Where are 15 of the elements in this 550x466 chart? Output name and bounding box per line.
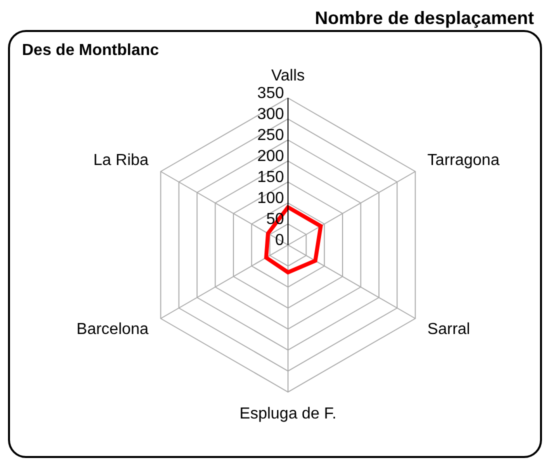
y-tick-label: 100 [257,190,284,207]
spoke-label: Barcelona [76,321,149,338]
y-tick-label: 150 [257,169,284,186]
chart-subtitle: Nombre de desplaçament [314,8,534,29]
spoke-label: Sarral [427,321,470,338]
spoke-label: La Riba [93,152,149,169]
y-tick-label: 0 [275,232,284,249]
spoke-label: Espluga de F. [240,406,336,422]
spoke-label: Valls [271,68,305,84]
y-tick-label: 250 [257,127,284,144]
chart-title: Des de Montblanc [22,42,159,60]
y-tick-label: 200 [257,148,284,165]
y-tick-label: 300 [257,106,284,123]
spoke-label: Tarragona [427,152,500,169]
y-tick-label: 350 [257,85,284,102]
